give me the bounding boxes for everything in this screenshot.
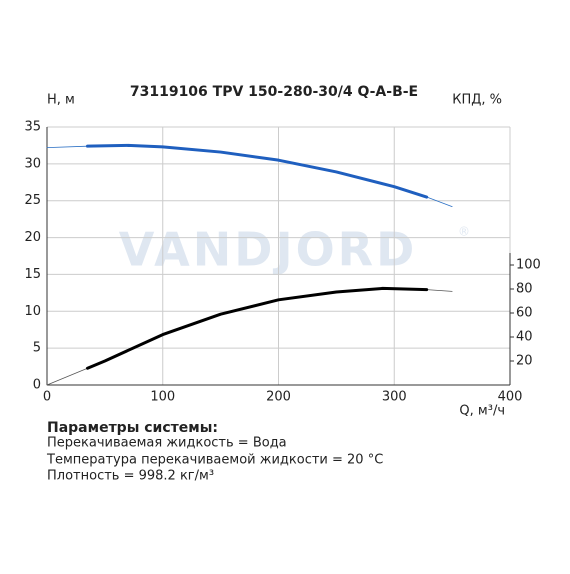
x-tick-label: 100: [150, 390, 175, 405]
y-tick-label: 25: [24, 193, 41, 208]
y-axis-label: H, м: [47, 93, 75, 108]
series-line: [46, 288, 453, 386]
y2-tick-label: 100: [516, 258, 541, 273]
y-tick-label: 15: [24, 267, 41, 282]
y2-tick-label: 80: [516, 282, 533, 297]
y-tick-label: 20: [24, 230, 41, 245]
watermark: VANDJORD: [119, 223, 418, 277]
params-line: Плотность = 998.2 кг/м³: [47, 469, 214, 484]
chart-title: 73119106 TPV 150-280-30/4 Q-A-B-E: [130, 84, 418, 100]
y-tick-label: 30: [24, 156, 41, 171]
y-tick-label: 0: [33, 378, 41, 393]
series-line: [86, 143, 429, 199]
x-tick-label: 400: [498, 390, 523, 405]
x-axis-label: Q, м³/ч: [459, 404, 505, 419]
params-heading: Параметры системы:: [47, 420, 218, 436]
y2-tick-label: 60: [516, 306, 533, 321]
y-tick-label: 35: [24, 120, 41, 135]
x-tick-label: 0: [43, 390, 51, 405]
y-tick-label: 5: [33, 341, 41, 356]
y2-tick-label: 20: [516, 354, 533, 369]
watermark-mark: ®: [458, 225, 470, 239]
series-line: [86, 286, 429, 370]
y2-axis-label: КПД, %: [452, 93, 502, 108]
x-tick-label: 200: [266, 390, 291, 405]
y-tick-label: 10: [24, 304, 41, 319]
y2-tick-label: 40: [516, 330, 533, 345]
params-line: Температура перекачиваемой жидкости = 20…: [46, 453, 383, 468]
params-line: Перекачиваемая жидкость = Вода: [47, 436, 287, 451]
x-tick-label: 300: [382, 390, 407, 405]
